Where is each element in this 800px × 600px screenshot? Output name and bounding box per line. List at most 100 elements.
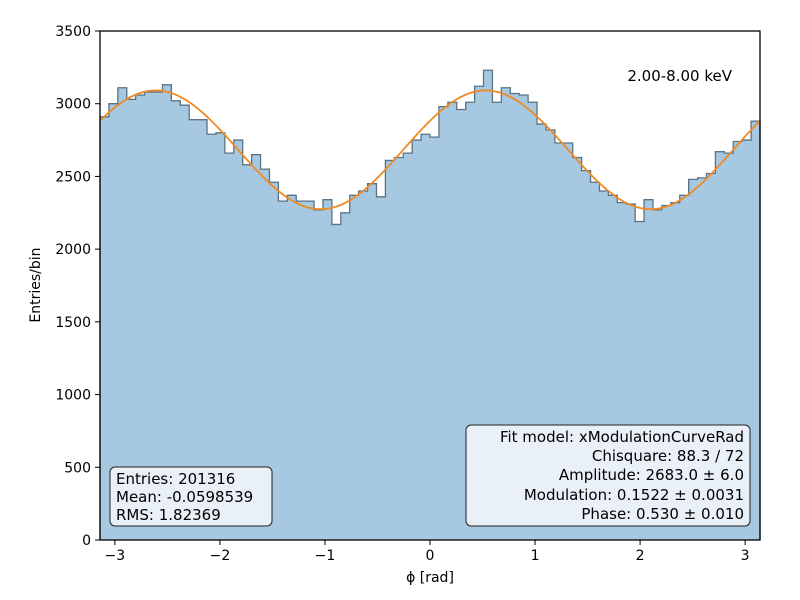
histogram-bin xyxy=(331,224,342,541)
histogram-bin xyxy=(626,204,636,540)
fit-box-frame xyxy=(465,424,751,527)
histogram-bin xyxy=(260,169,270,540)
histogram-bin xyxy=(153,92,163,540)
histogram-bin xyxy=(572,157,583,540)
fit-chisquare-line: Chisquare: 88.3 / 72 xyxy=(592,447,744,465)
histogram-bin xyxy=(278,201,288,540)
histogram-bin xyxy=(117,87,128,540)
x-tick-label: −3 xyxy=(105,548,126,564)
histogram-bin xyxy=(430,137,440,540)
histogram-bin xyxy=(644,199,654,540)
y-tick-label: 3000 xyxy=(55,97,91,113)
histogram-bin xyxy=(751,121,761,541)
histogram-bin xyxy=(126,99,137,540)
y-tick-label: 0 xyxy=(82,533,91,549)
stats-entries: Entries: 201316 xyxy=(116,470,235,488)
histogram-bin xyxy=(100,116,110,541)
histogram-bin xyxy=(635,221,645,540)
y-tick-label: 1500 xyxy=(55,315,91,331)
histogram-bin xyxy=(697,177,707,540)
histogram-bin xyxy=(456,109,467,540)
histogram-bin xyxy=(233,140,244,540)
histogram-bin xyxy=(144,92,154,540)
histogram-bin xyxy=(108,103,119,541)
x-axis: −3 −2 −1 0 1 2 3 xyxy=(105,540,750,564)
histogram-bin xyxy=(269,182,279,540)
histogram-bin xyxy=(742,140,752,540)
histogram-bin xyxy=(492,102,502,540)
histogram-bin xyxy=(198,119,208,541)
histogram-bin xyxy=(349,195,360,540)
histogram-bin xyxy=(617,202,627,541)
histogram-bin xyxy=(724,153,734,540)
histogram-bin xyxy=(706,173,716,540)
stats-box-frame xyxy=(109,466,273,527)
histogram-bin xyxy=(367,183,377,540)
y-axis: 0 500 1000 1500 2000 2500 3000 3500 xyxy=(55,24,100,549)
histogram-bin xyxy=(715,151,725,540)
fit-phase-line: Phase: 0.530 ± 0.010 xyxy=(581,505,744,523)
histogram-bin xyxy=(215,132,226,541)
histogram-bin xyxy=(296,201,306,540)
histogram-bin xyxy=(305,201,315,540)
x-tick-label: 1 xyxy=(531,548,540,564)
histogram-bin xyxy=(421,134,431,540)
fit-box: Fit model: xModulationCurveRad Chisquare… xyxy=(465,424,751,527)
stats-mean: Mean: -0.0598539 xyxy=(116,488,253,506)
histogram-bin xyxy=(501,87,511,540)
stats-rms: RMS: 1.82369 xyxy=(116,506,221,524)
histogram-bin xyxy=(563,142,574,541)
histogram-bin xyxy=(545,129,556,540)
histogram-bin xyxy=(403,153,413,540)
y-tick-label: 1000 xyxy=(55,388,91,404)
histogram-bin xyxy=(554,142,565,541)
histogram-bin xyxy=(661,205,672,540)
histogram-bin xyxy=(314,209,324,540)
histogram-bin xyxy=(590,182,600,540)
fit-curve xyxy=(99,89,761,211)
histogram-bin xyxy=(670,202,681,541)
histogram-bin xyxy=(581,170,591,541)
histogram-bin xyxy=(287,195,297,540)
histogram-bin xyxy=(510,93,520,540)
histogram-bin xyxy=(180,105,190,541)
x-tick-label: −1 xyxy=(315,548,336,564)
histogram-bin xyxy=(376,196,386,541)
y-tick-label: 2000 xyxy=(55,242,91,258)
histogram-bin xyxy=(438,106,449,541)
histogram-bin xyxy=(447,102,458,540)
histogram-bin xyxy=(483,70,493,541)
histogram-bin xyxy=(652,209,663,540)
histogram-bin xyxy=(394,157,404,540)
histogram-bin xyxy=(688,179,698,540)
y-tick-label: 2500 xyxy=(55,169,91,185)
x-axis-label: ϕ [rad] xyxy=(406,570,454,586)
y-tick-label: 500 xyxy=(64,460,91,476)
histogram-bin xyxy=(733,141,743,540)
y-axis-label: Entries/bin xyxy=(28,247,44,322)
histogram-bin xyxy=(171,100,181,540)
y-tick-label: 3500 xyxy=(55,24,91,40)
histogram-bin xyxy=(251,154,261,541)
histogram-bin xyxy=(608,195,618,540)
histogram-bin xyxy=(528,102,538,540)
histogram-bin xyxy=(135,94,145,541)
histogram-bin xyxy=(340,212,351,541)
histogram-bin xyxy=(537,124,547,540)
histogram-bin xyxy=(358,190,368,540)
histogram-bin xyxy=(519,94,529,541)
histogram-outline xyxy=(99,69,761,540)
histogram-bin xyxy=(474,86,484,540)
histogram-bin xyxy=(162,84,172,540)
histogram-bin xyxy=(322,199,333,540)
fit-model-line: Fit model: xModulationCurveRad xyxy=(500,428,744,446)
x-tick-label: 2 xyxy=(636,548,645,564)
histogram-bin xyxy=(189,119,199,541)
histogram-bin xyxy=(679,195,690,540)
x-tick-label: −2 xyxy=(210,548,231,564)
histogram-bin xyxy=(465,102,475,540)
histogram-bin xyxy=(224,153,235,540)
histogram-bin xyxy=(599,190,609,540)
fit-amplitude-line: Amplitude: 2683.0 ± 6.0 xyxy=(559,466,744,484)
